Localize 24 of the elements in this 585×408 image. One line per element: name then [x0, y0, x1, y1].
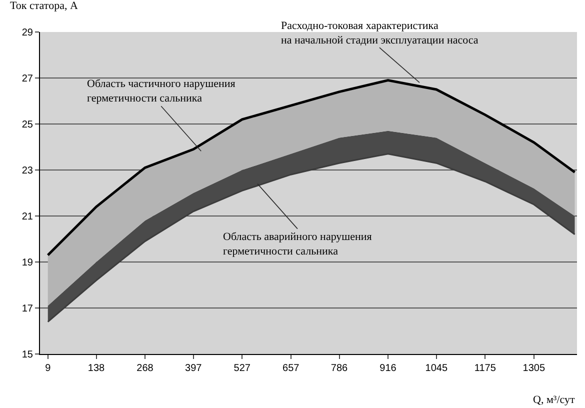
annotation: Расходно-токовая характеристика на начальной стадии эксплуатации насоса: [281, 20, 478, 46]
y-tick-label: 19: [22, 258, 34, 268]
y-tick-label: 27: [22, 74, 34, 84]
y-tick-label: 17: [22, 304, 34, 314]
x-tick-label: 268: [136, 363, 154, 374]
y-tick-label: 25: [22, 120, 34, 130]
annotation: Область аварийного нарушения герметичности сальника: [223, 231, 372, 258]
x-tick-label: 138: [88, 363, 106, 374]
x-tick-label: 1175: [474, 363, 496, 374]
y-tick-label: 15: [22, 350, 34, 360]
x-tick-label: 397: [185, 363, 202, 374]
y-tick-label: 29: [22, 28, 34, 38]
x-tick-label: 657: [282, 363, 300, 374]
x-tick-label: 1045: [425, 363, 448, 374]
y-tick-label: 23: [22, 166, 34, 176]
y-axis-title: Ток статора, А: [10, 0, 78, 12]
x-tick-label: 916: [380, 363, 397, 374]
y-tick-label: 21: [22, 212, 34, 222]
x-tick-label: 786: [330, 363, 348, 374]
x-axis-title: Q, м³/сут: [533, 394, 575, 406]
x-tick-label: 9: [45, 363, 52, 374]
x-tick-label: 1305: [522, 363, 546, 374]
x-tick-label: 527: [234, 363, 251, 374]
annotation: Область частичного нарушения герметичности сальника: [87, 78, 236, 104]
